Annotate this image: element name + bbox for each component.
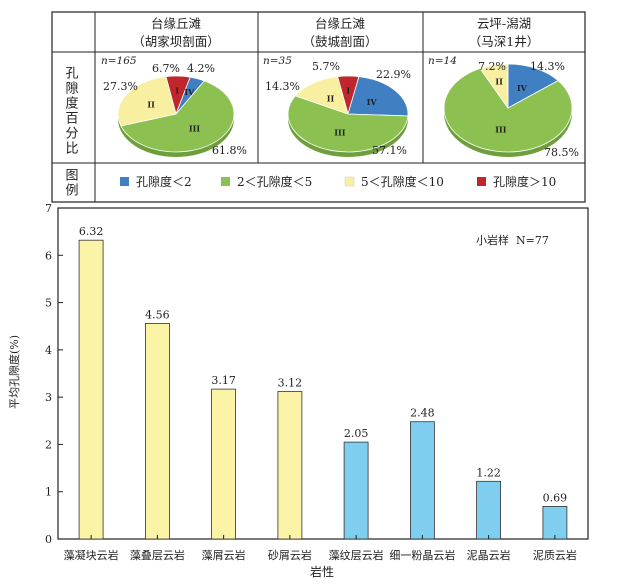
pie-slice-roman-label: IV bbox=[367, 97, 378, 107]
y-tick-label: 1 bbox=[45, 486, 52, 499]
pie-slice-IV bbox=[347, 76, 409, 117]
legend-label-lt2: 孔隙度＜2 bbox=[136, 174, 192, 189]
pie-table-border bbox=[51, 11, 586, 203]
pie-slice-II bbox=[117, 76, 177, 127]
pie-slice-roman-label: IV bbox=[184, 87, 195, 97]
pie-slice-roman-label: IV bbox=[517, 83, 528, 93]
legend-swatch-5-10 bbox=[344, 176, 355, 187]
pie-slice-III bbox=[287, 95, 409, 153]
bar-value-label: 2.48 bbox=[410, 407, 435, 420]
y-tick-label: 0 bbox=[45, 533, 52, 546]
bar-value-label: 2.05 bbox=[344, 427, 369, 440]
bar-value-label: 1.22 bbox=[476, 466, 501, 479]
x-tick-label: 泥晶云岩 bbox=[467, 548, 511, 562]
pie-slice-roman-label: II bbox=[327, 94, 335, 104]
pie-pct-label-II: 14.3% bbox=[265, 80, 300, 93]
row-label-pct: 孔隙度百分比 bbox=[63, 66, 79, 156]
y-tick-label: 2 bbox=[45, 438, 52, 451]
bar-value-label: 6.32 bbox=[79, 225, 104, 238]
pie-slice-III bbox=[120, 80, 235, 153]
pie-slice-roman-label: III bbox=[495, 125, 506, 135]
x-tick-label: 藻屑云岩 bbox=[202, 548, 246, 562]
bars: 6.32 4.56 3.17 3.12 2.05 2.48 1.22 0.69 bbox=[78, 225, 568, 540]
bar bbox=[343, 441, 369, 540]
bar bbox=[78, 239, 104, 540]
legend-label-5-10: 5＜孔隙度＜10 bbox=[361, 174, 444, 189]
y-tick-label: 6 bbox=[45, 249, 52, 262]
pie-pct-label-III: 57.1% bbox=[372, 144, 407, 157]
legend-swatch-lt2 bbox=[120, 177, 129, 186]
y-axis-label: 平均孔隙度(%) bbox=[7, 335, 21, 409]
pie-pct-label-I: 6.7% bbox=[152, 62, 180, 75]
plot-frame bbox=[57, 207, 589, 540]
bar-value-label: 4.56 bbox=[145, 308, 170, 321]
pie-pct-label-IV: 4.2% bbox=[187, 62, 215, 75]
legend-label-gt10: 孔隙度＞10 bbox=[493, 174, 556, 189]
bar-value-label: 0.69 bbox=[543, 491, 568, 504]
x-axis: 藻凝块云岩 藻叠层云岩 藻屑云岩 砂屑云岩 藻纹层云岩 细一粉晶云岩 泥晶云岩 泥质云岩 bbox=[64, 535, 577, 562]
y-tick-label: 3 bbox=[45, 391, 52, 404]
legend-swatch-2-5 bbox=[221, 177, 230, 186]
chart-annotation: 小岩样 N=77 bbox=[476, 233, 549, 247]
x-tick-label: 泥质云岩 bbox=[533, 548, 577, 562]
bar bbox=[277, 391, 303, 540]
pie-pct-label-II: 7.2% bbox=[478, 60, 506, 73]
y-tick-label: 5 bbox=[45, 297, 52, 310]
pie-title-line2: （鼓城剖面） bbox=[302, 34, 377, 49]
bar bbox=[476, 480, 502, 540]
x-axis-label: 岩性 bbox=[310, 564, 334, 579]
pie-pct-label-II: 27.3% bbox=[103, 80, 138, 93]
pie-pct-label-IV: 22.9% bbox=[376, 68, 411, 81]
pie-title-line2: （马深1井） bbox=[469, 34, 539, 49]
pie-title-line2: （胡家坝剖面） bbox=[132, 34, 220, 49]
x-tick-label: 藻凝块云岩 bbox=[64, 548, 119, 562]
pie-pct-label-III: 78.5% bbox=[544, 146, 579, 159]
pie-slice-roman-label: II bbox=[495, 76, 503, 86]
pie-slice-II bbox=[479, 63, 509, 110]
bar-chart: 0 1 2 3 4 5 6 7 6.32 4.56 3.17 3.12 2.05 2.48 1.22 0.6… bbox=[7, 202, 589, 579]
x-tick-label: 砂屑云岩 bbox=[268, 548, 312, 562]
pie-n-label: n=165 bbox=[101, 55, 137, 67]
pie-n-label: n=35 bbox=[263, 55, 292, 67]
bar bbox=[542, 505, 568, 540]
pie-legend: 孔隙度＜2 2＜孔隙度＜5 5＜孔隙度＜10 孔隙度＞10 bbox=[120, 174, 556, 189]
pie-n-label: n=14 bbox=[428, 55, 457, 67]
pie-title-line1: 台缘丘滩 bbox=[151, 16, 201, 31]
x-tick-label: 细一粉晶云岩 bbox=[389, 548, 455, 562]
bar bbox=[144, 322, 170, 540]
pie-slice-roman-label: II bbox=[147, 99, 155, 109]
legend-label-2-5: 2＜孔隙度＜5 bbox=[237, 174, 312, 189]
bar-value-label: 3.17 bbox=[211, 374, 236, 387]
pie-slice-III bbox=[443, 67, 573, 153]
bar bbox=[409, 421, 435, 540]
pie-pct-label-I: 5.7% bbox=[312, 60, 340, 73]
pie-slice-roman-label: III bbox=[189, 124, 200, 134]
pie-table: 孔隙度百分比 图例 台缘丘滩 （胡家坝剖面） 台缘丘滩 （鼓城剖面） 云坪-潟湖… bbox=[51, 11, 586, 203]
pie-pct-label-III: 61.8% bbox=[212, 144, 247, 157]
x-tick-label: 藻纹层云岩 bbox=[329, 548, 384, 562]
pie-title-line1: 台缘丘滩 bbox=[315, 16, 365, 31]
pie-slice-roman-label: I bbox=[346, 85, 350, 95]
y-tick-label: 7 bbox=[45, 202, 52, 215]
pie-slice-roman-label: I bbox=[175, 86, 179, 96]
pie-slice-IV bbox=[507, 63, 559, 109]
pie-slice-roman-label: III bbox=[334, 127, 345, 137]
pie-pct-label-IV: 14.3% bbox=[530, 60, 565, 73]
pie-slice-II bbox=[294, 76, 349, 115]
row-label-legend: 图例 bbox=[63, 168, 79, 198]
x-tick-label: 藻叠层云岩 bbox=[130, 548, 185, 562]
y-axis: 0 1 2 3 4 5 6 7 bbox=[45, 202, 63, 546]
y-tick-label: 4 bbox=[45, 344, 52, 357]
bar-value-label: 3.12 bbox=[278, 377, 303, 390]
pie-title-line1: 云坪-潟湖 bbox=[477, 16, 531, 31]
legend-swatch-gt10 bbox=[477, 177, 486, 186]
bar bbox=[211, 388, 237, 540]
